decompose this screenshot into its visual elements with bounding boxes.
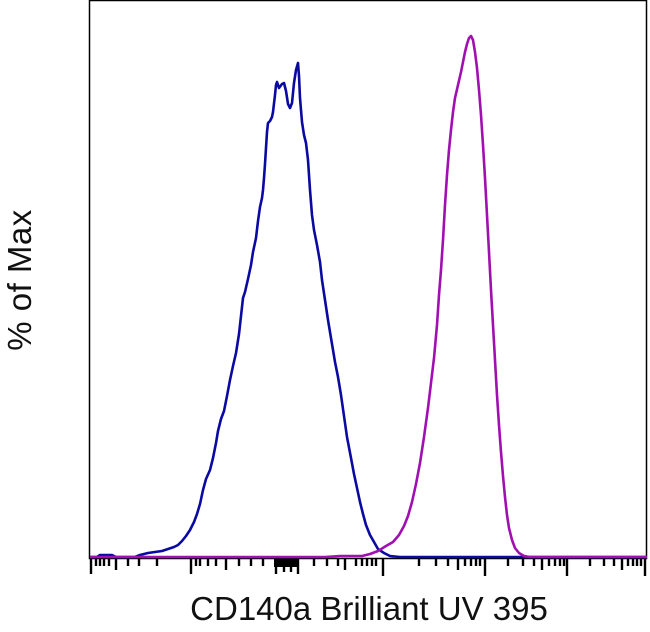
control-histogram-line — [90, 61, 647, 559]
x-axis-ticks — [89, 559, 647, 576]
plot-frame — [88, 0, 648, 560]
x-axis-label: CD140a Brilliant UV 395 — [190, 590, 548, 627]
stained-histogram-line — [90, 34, 647, 559]
y-axis-label: % of Max — [1, 209, 39, 351]
y-axis-label-container: % of Max — [0, 0, 40, 560]
